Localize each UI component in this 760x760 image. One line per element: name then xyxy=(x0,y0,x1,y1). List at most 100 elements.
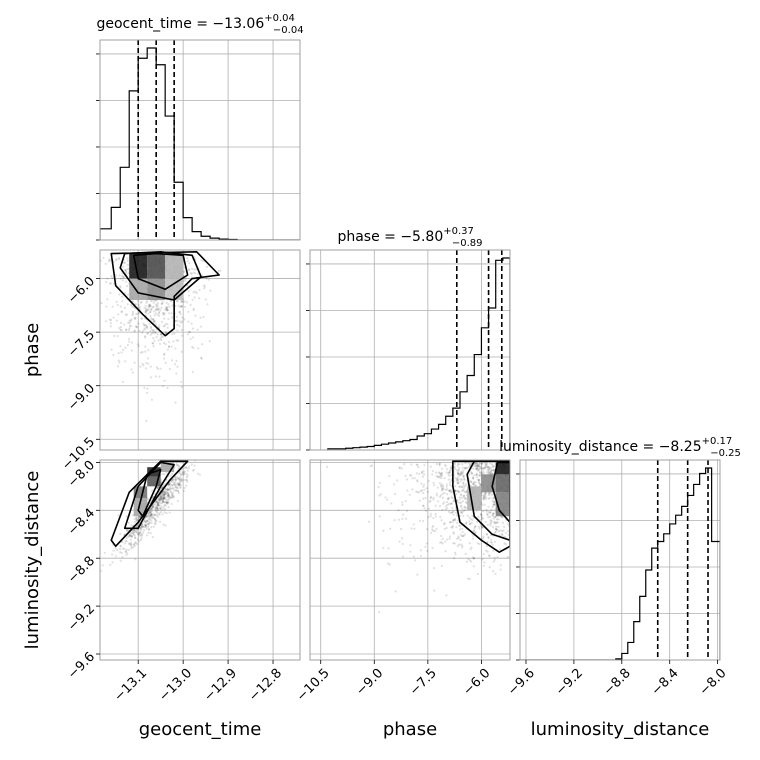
sample-point xyxy=(190,463,193,466)
sample-point xyxy=(171,492,175,495)
sample-point xyxy=(454,467,457,471)
sample-point xyxy=(170,484,174,487)
sample-point xyxy=(465,506,468,510)
sample-point xyxy=(489,541,493,544)
sample-point xyxy=(146,522,149,526)
sample-point xyxy=(125,328,128,331)
sample-point xyxy=(422,483,426,486)
sample-point xyxy=(476,572,479,576)
sample-point xyxy=(487,472,490,475)
sample-point xyxy=(203,287,206,290)
sample-point xyxy=(457,536,460,540)
sample-point xyxy=(139,365,142,368)
sample-point xyxy=(152,330,155,333)
xtick-label: −7.5 xyxy=(407,666,440,699)
sample-point xyxy=(181,300,185,303)
sample-point xyxy=(148,521,151,524)
sample-point xyxy=(387,547,390,550)
ylabel-phase: phase xyxy=(22,323,43,377)
sample-point xyxy=(475,473,478,477)
sample-point xyxy=(401,537,404,540)
sample-point xyxy=(472,565,475,568)
sample-point xyxy=(149,513,153,516)
sample-point xyxy=(445,526,448,530)
sample-point xyxy=(144,524,147,527)
sample-point xyxy=(454,477,457,480)
sample-point xyxy=(459,480,462,483)
sample-point xyxy=(447,498,450,501)
sample-point xyxy=(171,487,174,490)
sample-point xyxy=(152,310,156,313)
sample-point xyxy=(108,258,111,261)
sample-point xyxy=(502,535,505,538)
sample-point xyxy=(163,312,166,315)
yticks-luminosity-distance: −9.6−9.2−8.8−8.4−8.0 xyxy=(65,458,100,682)
sample-point xyxy=(155,507,159,510)
sample-point xyxy=(170,491,173,494)
sample-point xyxy=(487,465,490,469)
sample-point xyxy=(165,512,168,515)
sample-point xyxy=(168,485,172,488)
sample-point xyxy=(131,531,134,535)
sample-point xyxy=(173,483,176,486)
sample-point xyxy=(140,524,143,527)
sample-point xyxy=(480,515,483,518)
sample-point xyxy=(163,501,166,504)
sample-point xyxy=(172,487,175,490)
sample-point xyxy=(464,467,467,470)
sample-point xyxy=(159,496,162,500)
sample-point xyxy=(127,535,130,538)
sample-point xyxy=(183,467,187,470)
sample-point xyxy=(144,367,147,370)
sample-point xyxy=(451,506,454,510)
sample-point xyxy=(146,308,149,311)
sample-point xyxy=(403,463,406,466)
sample-point xyxy=(163,511,166,514)
sample-point xyxy=(151,489,154,492)
sample-point xyxy=(458,524,461,527)
sample-point xyxy=(171,496,174,499)
sample-point xyxy=(477,515,480,519)
sample-point xyxy=(77,314,79,316)
sample-point xyxy=(166,348,170,351)
sample-point xyxy=(425,487,428,490)
sample-point xyxy=(461,499,465,503)
sample-point xyxy=(485,533,488,536)
sample-point xyxy=(485,533,489,536)
sample-point xyxy=(167,493,170,496)
sample-point xyxy=(174,347,177,350)
sample-point xyxy=(170,472,174,476)
sample-point xyxy=(165,501,168,504)
sample-point xyxy=(487,497,490,500)
sample-point xyxy=(474,481,477,484)
sample-point xyxy=(429,499,432,502)
sample-point xyxy=(429,496,432,500)
sample-point xyxy=(481,467,485,470)
sample-point xyxy=(497,518,500,521)
sample-point xyxy=(164,524,167,527)
sample-point xyxy=(133,543,136,546)
sample-point xyxy=(133,329,136,332)
sample-point xyxy=(144,524,148,527)
sample-point xyxy=(145,309,148,313)
sample-point xyxy=(155,335,158,339)
sample-point xyxy=(478,474,481,478)
panel-geocent-time-vs-luminosity-distance xyxy=(99,459,301,661)
sample-point xyxy=(159,507,162,510)
sample-point xyxy=(116,303,119,307)
sample-point xyxy=(477,464,481,467)
sample-point xyxy=(174,489,177,492)
sample-point xyxy=(136,532,140,536)
sample-point xyxy=(184,478,188,481)
sample-point xyxy=(443,477,446,480)
sample-point xyxy=(444,463,447,466)
sample-point xyxy=(472,557,476,560)
sample-point xyxy=(444,465,447,468)
sample-point xyxy=(158,324,161,327)
xtick-label: −6.0 xyxy=(461,666,494,699)
sample-point xyxy=(151,505,154,508)
sample-point xyxy=(134,303,138,306)
xticks-phase: −10.5 −9.0 −7.5 −6.0 xyxy=(294,660,493,705)
sample-point xyxy=(477,478,480,481)
sample-point xyxy=(168,483,171,486)
